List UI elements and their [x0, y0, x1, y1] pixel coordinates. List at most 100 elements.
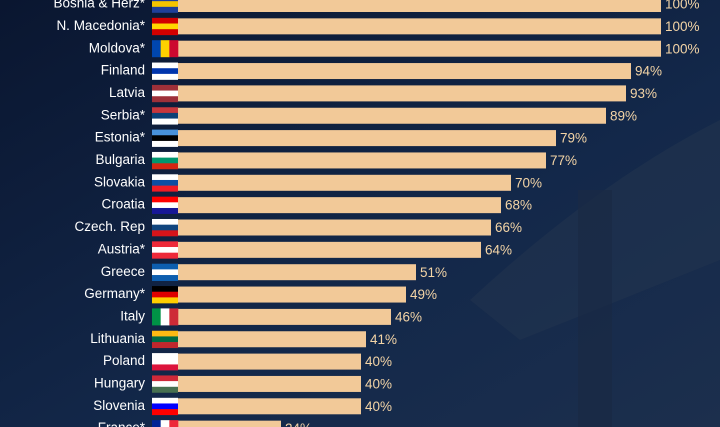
flag-stripe — [152, 342, 178, 349]
category-label: Slovenia — [93, 398, 145, 413]
flag-stripe — [152, 174, 178, 181]
flag-stripe — [152, 353, 178, 360]
category-label: Bosnia & Herz* — [53, 0, 145, 11]
value-label: 100% — [665, 41, 700, 56]
category-label: Germany* — [84, 286, 146, 301]
flag-stripe — [152, 17, 178, 24]
bar — [161, 353, 361, 370]
value-label: 49% — [410, 287, 437, 302]
category-label: Austria* — [98, 241, 146, 256]
bar — [161, 174, 511, 191]
category-label: Czech. Rep — [74, 219, 145, 234]
category-label: Latvia — [109, 85, 146, 100]
flag-stripe — [152, 6, 178, 13]
flag-stripe — [152, 135, 178, 142]
category-label: Greece — [101, 264, 145, 279]
bar — [161, 107, 606, 124]
flag-stripe — [152, 112, 178, 119]
category-label: Bulgaria — [95, 152, 145, 167]
flag-stripe — [152, 68, 178, 75]
category-label: Hungary — [94, 376, 145, 391]
flag-stripe — [152, 364, 178, 371]
flag-stripe — [152, 62, 178, 69]
value-label: 70% — [515, 175, 542, 190]
flag-stripe — [152, 263, 178, 270]
flag-stripe — [152, 179, 178, 186]
bar — [161, 264, 416, 281]
flag-stripe — [152, 1, 178, 8]
flag-stripe — [152, 247, 178, 253]
bar — [161, 40, 661, 57]
value-label: 100% — [665, 19, 700, 34]
flag-stripe — [169, 40, 179, 58]
category-label: France* — [98, 420, 146, 427]
value-label: 40% — [365, 377, 392, 392]
flag-stripe — [152, 336, 178, 343]
flag-stripe — [152, 269, 178, 276]
value-label: 24% — [285, 421, 312, 427]
value-label: 40% — [365, 354, 392, 369]
value-label: 46% — [395, 309, 422, 324]
category-label: Italy — [120, 308, 145, 323]
flag-stripe — [152, 252, 178, 259]
value-label: 100% — [665, 0, 700, 12]
flag-stripe — [152, 420, 161, 427]
flag-stripe — [152, 219, 178, 225]
value-label: 79% — [560, 131, 587, 146]
flag-stripe — [152, 40, 161, 58]
flag-stripe — [152, 207, 178, 214]
flag-stripe — [152, 286, 178, 293]
flag-stripe — [152, 29, 178, 36]
category-label: Poland — [103, 353, 145, 368]
value-label: 40% — [365, 399, 392, 414]
value-label: 94% — [635, 64, 662, 79]
flag-stripe — [152, 230, 178, 237]
bar — [161, 241, 481, 258]
flag-stripe — [152, 381, 178, 388]
bar — [161, 130, 556, 147]
bar — [161, 219, 491, 236]
value-label: 51% — [420, 265, 447, 280]
bar — [161, 308, 391, 325]
flag-stripe — [152, 151, 178, 158]
flag-stripe — [152, 118, 178, 125]
flag-stripe — [152, 163, 178, 170]
flag-stripe — [152, 375, 178, 382]
flag-stripe — [152, 84, 178, 91]
flag-stripe — [152, 140, 178, 147]
bar — [161, 398, 361, 415]
flag-stripe — [152, 358, 178, 365]
flag-stripe — [160, 308, 170, 326]
bar — [161, 85, 626, 102]
category-label: Estonia* — [95, 130, 146, 145]
category-label: N. Macedonia* — [56, 18, 145, 33]
flag-stripe — [152, 129, 178, 136]
flag-stripe — [152, 275, 178, 281]
category-label: Croatia — [101, 197, 145, 212]
category-label: Finland — [101, 63, 145, 78]
flag-stripe — [152, 90, 178, 97]
flag-stripe — [169, 308, 179, 326]
flag-stripe — [152, 196, 178, 203]
flag-stripe — [152, 409, 178, 416]
bar — [161, 63, 631, 80]
category-label: Serbia* — [101, 107, 146, 122]
bar — [161, 197, 501, 214]
flag-stripe — [152, 291, 178, 298]
bar — [161, 331, 366, 348]
bar — [161, 152, 546, 169]
flag-stripe — [152, 185, 178, 192]
flag-stripe — [152, 73, 178, 80]
flag-stripe — [152, 224, 178, 231]
flag-stripe — [152, 397, 178, 404]
bar — [161, 18, 661, 35]
flag-stripe — [152, 241, 178, 248]
value-label: 66% — [495, 220, 522, 235]
flag-stripe — [152, 330, 178, 337]
category-label: Lithuania — [90, 331, 145, 346]
flag-stripe — [152, 297, 178, 304]
value-label: 77% — [550, 153, 577, 168]
bar — [161, 0, 661, 12]
